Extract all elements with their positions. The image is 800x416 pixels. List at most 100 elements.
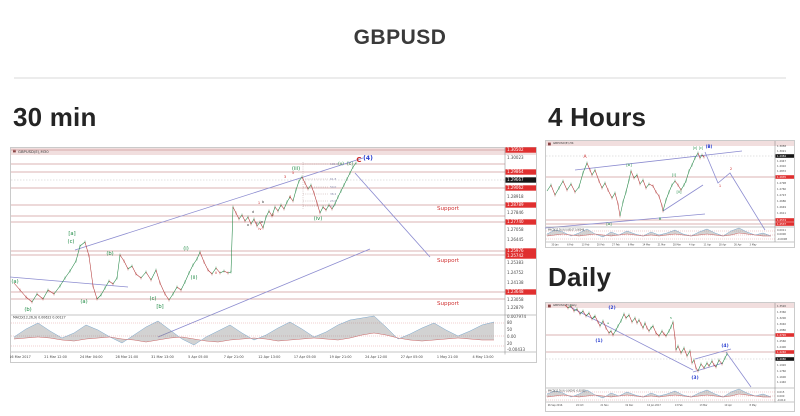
chart-30min: GBPUSD(E),M30 100.0 61.8 50.0 38.2 23.6 0.0 Sup…	[10, 147, 537, 363]
svg-text:1.28918: 1.28918	[507, 194, 524, 199]
divider	[14, 77, 786, 79]
svg-text:1.2649: 1.2649	[777, 205, 786, 209]
svg-text:1.30502: 1.30502	[507, 147, 524, 152]
svg-text:1.22879: 1.22879	[507, 305, 524, 310]
svg-text:1.2686: 1.2686	[777, 199, 786, 203]
svg-text:1.24752: 1.24752	[507, 270, 524, 275]
svg-text:61.8: 61.8	[330, 177, 336, 181]
svg-text:1.24138: 1.24138	[507, 280, 524, 285]
svg-text:(iii): (iii)	[292, 166, 300, 172]
page-title: GBPUSD	[353, 26, 447, 49]
svg-text:1.2910: 1.2910	[777, 164, 786, 168]
svg-text:1.2400: 1.2400	[777, 345, 786, 349]
svg-text:[a]: [a]	[606, 221, 612, 226]
svg-text:20: 20	[507, 341, 513, 346]
svg-text:e: e	[261, 220, 264, 224]
svg-text:8 May: 8 May	[750, 404, 758, 407]
svg-text:27 Feb: 27 Feb	[612, 244, 620, 247]
svg-text:(a): (a)	[11, 279, 18, 285]
svg-text:24 Apr 12:00: 24 Apr 12:00	[365, 355, 387, 359]
svg-text:4: 4	[593, 315, 595, 319]
svg-text:27 Apr 05:00: 27 Apr 05:00	[401, 355, 423, 359]
svg-text:30 Jan: 30 Jan	[551, 244, 559, 247]
svg-text:c: c	[256, 221, 258, 225]
svg-text:11 Apr: 11 Apr	[703, 244, 711, 247]
svg-text:C: C	[356, 156, 361, 164]
svg-text:[b]: [b]	[626, 162, 632, 167]
chart-30min-svg: GBPUSD(E),M30 100.0 61.8 50.0 38.2 23.60.0 Sup…	[10, 147, 537, 363]
svg-text:(b): (b)	[106, 251, 113, 257]
svg-text:19 Apr 21:00: 19 Apr 21:00	[329, 355, 351, 359]
svg-text:[i]: [i]	[672, 172, 677, 177]
svg-text:0.0011: 0.0011	[777, 228, 786, 232]
svg-text:1.2880: 1.2880	[777, 328, 786, 332]
svg-text:1.2611: 1.2611	[777, 211, 786, 215]
svg-text:1.3021: 1.3021	[777, 149, 786, 153]
chart-4hours-svg: GBPUSD(E),H4 A [b] [a] B [i] [ii] [v] [c] (B) 1 2 1.…	[545, 140, 795, 248]
svg-text:1.2984: 1.2984	[777, 154, 786, 158]
svg-text:80: 80	[507, 320, 513, 325]
svg-text:21 Nov: 21 Nov	[600, 404, 609, 407]
svg-text:13 Feb: 13 Feb	[675, 404, 683, 407]
svg-text:1.3040: 1.3040	[777, 322, 786, 326]
svg-text:12 Apr 13:00: 12 Apr 13:00	[258, 355, 280, 359]
svg-text:0.00: 0.00	[507, 334, 516, 339]
svg-text:1.27740: 1.27740	[507, 219, 524, 224]
svg-text:[c]: [c]	[699, 146, 703, 150]
svg-text:B: B	[659, 216, 662, 221]
svg-text:a: a	[247, 223, 249, 227]
svg-text:1.3200: 1.3200	[777, 316, 786, 320]
svg-text:2: 2	[272, 213, 274, 217]
svg-text:(v): (v)	[338, 161, 344, 166]
svg-text:d: d	[252, 210, 254, 214]
svg-text:1.23058: 1.23058	[507, 297, 524, 302]
svg-text:1.1920: 1.1920	[777, 363, 786, 367]
svg-text:-0.0008: -0.0008	[777, 237, 787, 241]
svg-text:28 Mar: 28 Mar	[673, 244, 681, 247]
svg-text:[v]: [v]	[693, 146, 697, 150]
svg-text:1.30023: 1.30023	[507, 155, 524, 160]
heading-daily: Daily	[548, 262, 612, 292]
svg-text:1.25383: 1.25383	[507, 260, 524, 265]
svg-text:1.2947: 1.2947	[777, 159, 786, 163]
svg-text:(3): (3)	[691, 375, 698, 381]
svg-text:1.2872: 1.2872	[777, 169, 786, 173]
svg-text:16 Jan 2017: 16 Jan 2017	[647, 404, 661, 407]
svg-text:(B): (B)	[706, 144, 713, 149]
svg-text:5 Apr 05:00: 5 Apr 05:00	[188, 355, 208, 359]
svg-text:(c): (c)	[150, 296, 157, 302]
svg-text:50: 50	[507, 327, 513, 332]
svg-text:14 Mar: 14 Mar	[642, 244, 650, 247]
heading-30min: 30 min	[13, 102, 97, 132]
svg-text:1.29062: 1.29062	[507, 185, 524, 190]
svg-text:1.1760: 1.1760	[777, 369, 786, 373]
svg-text:GBPUSD(E),M30: GBPUSD(E),M30	[18, 149, 49, 154]
svg-text:(2): (2)	[608, 305, 615, 311]
svg-text:13 Mar: 13 Mar	[700, 404, 708, 407]
svg-text:A: A	[583, 154, 587, 160]
svg-text:iv: iv	[258, 227, 262, 231]
svg-text:[c]: [c]	[347, 161, 353, 166]
svg-text:4 May 13:00: 4 May 13:00	[472, 355, 493, 359]
svg-text:(b): (b)	[24, 307, 31, 313]
svg-text:1.2798: 1.2798	[777, 181, 786, 185]
svg-text:1.25742: 1.25742	[507, 253, 524, 258]
svg-text:0.0: 0.0	[330, 204, 335, 208]
svg-text:1.25976: 1.25976	[507, 248, 524, 253]
svg-text:1 May 21:00: 1 May 21:00	[437, 355, 458, 359]
svg-text:1.2720: 1.2720	[777, 333, 786, 337]
svg-text:(4): (4)	[721, 343, 728, 349]
svg-text:[ii]: [ii]	[676, 189, 682, 194]
svg-text:1.2560: 1.2560	[777, 339, 786, 343]
svg-text:MACD(12,26,9) 0.00622 0.00127: MACD(12,26,9) 0.00622 0.00127	[13, 315, 66, 319]
svg-text:1.29667: 1.29667	[507, 177, 524, 182]
svg-text:21 Mar: 21 Mar	[658, 244, 666, 247]
svg-text:28 Mar 21:00: 28 Mar 21:00	[116, 355, 139, 359]
svg-text:21 Mar 12:00: 21 Mar 12:00	[44, 355, 67, 359]
svg-text:1.29864: 1.29864	[507, 169, 524, 174]
svg-text:[b]: [b]	[156, 304, 163, 310]
svg-text:20 Feb: 20 Feb	[597, 244, 605, 247]
svg-text:Support: Support	[437, 206, 460, 212]
svg-text:1.23648: 1.23648	[507, 289, 524, 294]
svg-text:1.26445: 1.26445	[507, 237, 524, 242]
